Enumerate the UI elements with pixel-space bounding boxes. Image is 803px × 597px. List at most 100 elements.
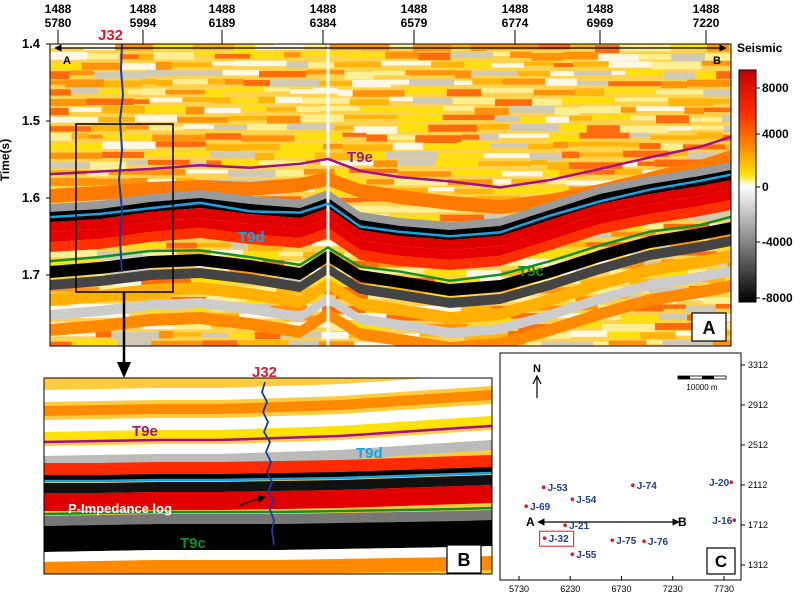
texture-streak bbox=[649, 135, 697, 140]
texture-streak bbox=[50, 258, 72, 266]
texture-streak bbox=[629, 132, 650, 138]
texture-streak bbox=[234, 45, 256, 54]
texture-streak bbox=[50, 116, 99, 123]
texture-streak bbox=[156, 79, 173, 87]
well-point bbox=[542, 536, 547, 540]
texture-streak bbox=[50, 162, 91, 169]
texture-streak bbox=[258, 251, 279, 260]
texture-streak bbox=[601, 324, 655, 333]
texture-streak bbox=[343, 114, 397, 119]
texture-streak bbox=[524, 341, 542, 346]
texture-streak bbox=[531, 159, 548, 165]
texture-streak bbox=[68, 107, 102, 112]
zoom-well-j32-label: J32 bbox=[252, 364, 277, 381]
texture-streak bbox=[722, 114, 731, 123]
texture-streak bbox=[159, 330, 174, 339]
texture-streak bbox=[273, 44, 305, 50]
texture-streak bbox=[568, 115, 593, 121]
well-point bbox=[570, 497, 575, 502]
texture-streak bbox=[686, 79, 731, 87]
texture-streak bbox=[353, 126, 398, 134]
texture-streak bbox=[404, 87, 447, 94]
map-x-tick-label: 7230 bbox=[663, 584, 683, 594]
texture-streak bbox=[240, 135, 295, 142]
texture-streak bbox=[442, 114, 495, 121]
texture-streak bbox=[111, 332, 159, 340]
texture-streak bbox=[394, 179, 448, 186]
well-point bbox=[732, 518, 737, 522]
texture-streak bbox=[247, 123, 287, 131]
time-axis: Time(s) 1.4 1.5 1.6 1.7 bbox=[0, 36, 50, 282]
texture-streak bbox=[673, 251, 717, 256]
trace-label-bottom: 5780 bbox=[45, 16, 72, 30]
texture-streak bbox=[521, 258, 549, 267]
texture-streak bbox=[615, 97, 669, 102]
texture-streak bbox=[388, 187, 428, 194]
texture-streak bbox=[349, 99, 390, 106]
texture-streak bbox=[101, 151, 144, 158]
reflector-band bbox=[50, 280, 731, 346]
texture-streak bbox=[623, 261, 645, 269]
texture-streak bbox=[87, 53, 120, 60]
log-pointer-line bbox=[239, 498, 259, 506]
texture-streak bbox=[354, 342, 405, 346]
texture-streak bbox=[655, 115, 690, 124]
texture-streak bbox=[204, 107, 241, 114]
texture-streak bbox=[508, 105, 555, 113]
trace-label-bottom: 7220 bbox=[693, 16, 720, 30]
texture-streak bbox=[662, 339, 713, 346]
texture-streak bbox=[484, 214, 506, 220]
texture-streak bbox=[148, 126, 184, 131]
texture-streak bbox=[284, 52, 301, 58]
texture-streak bbox=[145, 69, 171, 77]
texture-streak bbox=[165, 90, 205, 95]
texture-streak bbox=[359, 107, 413, 113]
zoom-horizon-t9c-line bbox=[44, 506, 492, 516]
texture-streak bbox=[221, 160, 260, 167]
texture-streak bbox=[472, 78, 503, 85]
texture-streak bbox=[257, 286, 277, 293]
texture-streak bbox=[689, 117, 723, 122]
texture-streak bbox=[691, 125, 724, 130]
texture-streak bbox=[422, 144, 457, 150]
texture-streak bbox=[286, 61, 308, 69]
texture-streak bbox=[579, 152, 624, 157]
texture-streak bbox=[447, 179, 493, 186]
texture-streak bbox=[90, 161, 127, 170]
texture-streak bbox=[491, 63, 525, 68]
texture-streak bbox=[541, 341, 594, 346]
texture-streak bbox=[347, 322, 399, 330]
texture-streak bbox=[185, 169, 228, 174]
well-j32-highlight-box bbox=[539, 530, 575, 547]
well-name-label: J-54 bbox=[576, 495, 596, 506]
texture-streak bbox=[320, 160, 374, 166]
texture-streak bbox=[651, 270, 689, 276]
texture-streak bbox=[274, 151, 315, 158]
texture-streak bbox=[237, 340, 289, 346]
texture-streak bbox=[702, 297, 731, 304]
texture-streak bbox=[607, 331, 641, 339]
zoom-reflector-band bbox=[44, 378, 492, 402]
zoom-horizon-t9e-label: T9e bbox=[132, 423, 158, 440]
zoom-reflector-band bbox=[44, 510, 492, 526]
texture-streak bbox=[411, 305, 462, 314]
texture-streak bbox=[243, 79, 271, 86]
texture-streak bbox=[552, 141, 568, 149]
texture-streak bbox=[98, 117, 135, 123]
texture-streak bbox=[561, 96, 616, 104]
well-point bbox=[630, 483, 635, 488]
texture-streak bbox=[344, 71, 374, 80]
panel-b-frame bbox=[43, 377, 493, 575]
texture-streak bbox=[212, 61, 235, 66]
texture-streak bbox=[328, 267, 353, 273]
texture-streak bbox=[559, 169, 584, 177]
texture-streak bbox=[660, 81, 687, 88]
reflector-band bbox=[50, 200, 731, 270]
texture-streak bbox=[143, 151, 161, 156]
texture-streak bbox=[554, 63, 574, 68]
texture-streak bbox=[71, 132, 89, 139]
texture-streak bbox=[130, 242, 167, 248]
texture-streak bbox=[275, 169, 304, 177]
texture-streak bbox=[50, 177, 97, 186]
texture-streak bbox=[388, 206, 437, 213]
